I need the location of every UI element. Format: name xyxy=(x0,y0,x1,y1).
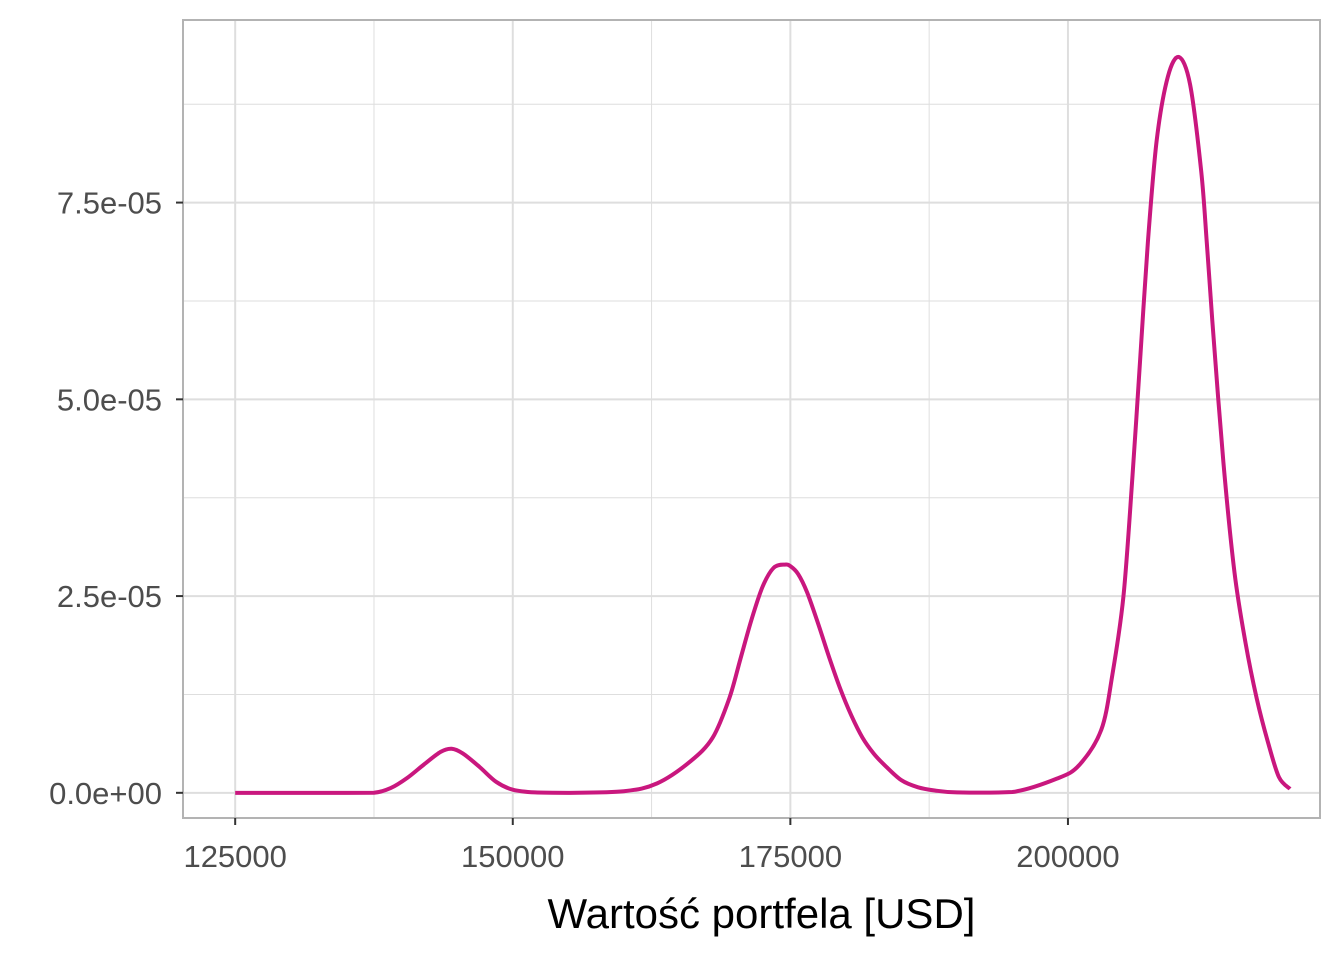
axis-ticks xyxy=(176,201,1069,825)
y-tick-label: 0.0e+00 xyxy=(49,776,162,811)
x-tick-label: 125000 xyxy=(183,839,286,874)
density-line xyxy=(235,54,1292,795)
major-gridlines xyxy=(183,20,1320,818)
series-layer xyxy=(235,54,1292,795)
panel-border xyxy=(182,19,1321,819)
x-tick-label: 150000 xyxy=(461,839,564,874)
x-axis-title: Wartość portfela [USD] xyxy=(548,890,976,937)
x-tick-label: 200000 xyxy=(1016,839,1119,874)
minor-gridlines xyxy=(183,20,1320,818)
y-tick-label: 7.5e-05 xyxy=(57,186,162,221)
y-tick-label: 2.5e-05 xyxy=(57,579,162,614)
x-tick-label: 175000 xyxy=(739,839,842,874)
y-tick-label: 5.0e-05 xyxy=(57,382,162,417)
y-tick-labels: 0.0e+00 2.5e-05 5.0e-05 7.5e-05 xyxy=(49,186,162,811)
x-tick-labels: 125000 150000 175000 200000 xyxy=(183,839,1119,874)
